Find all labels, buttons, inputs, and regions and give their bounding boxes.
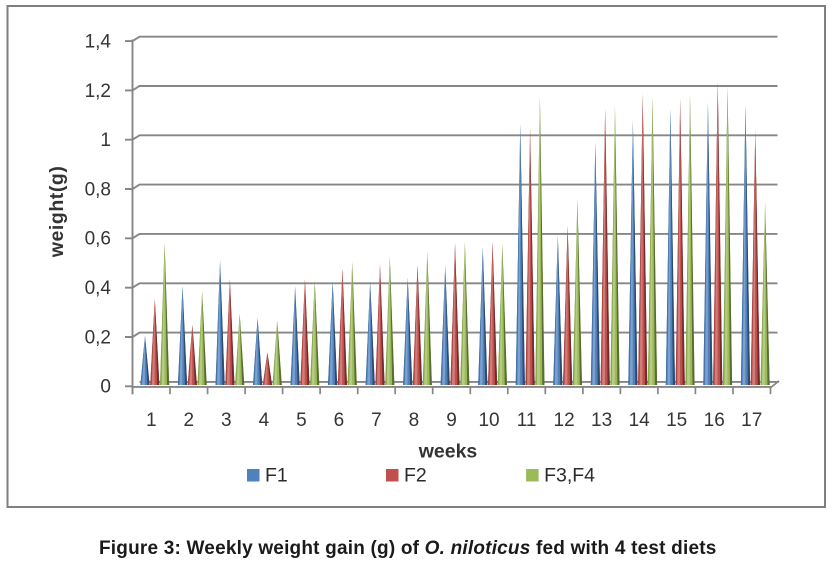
svg-text:weeks: weeks: [418, 440, 478, 462]
svg-text:3: 3: [221, 410, 232, 431]
svg-text:8: 8: [409, 410, 420, 431]
svg-text:15: 15: [666, 410, 687, 431]
svg-text:0,2: 0,2: [85, 327, 111, 348]
svg-text:9: 9: [446, 410, 457, 431]
svg-text:2: 2: [184, 410, 195, 431]
svg-text:14: 14: [629, 410, 651, 431]
svg-text:1,4: 1,4: [85, 31, 112, 52]
svg-text:0,8: 0,8: [85, 179, 111, 200]
svg-text:17: 17: [741, 410, 762, 431]
svg-text:weight(g): weight(g): [46, 166, 68, 259]
svg-text:16: 16: [704, 410, 725, 431]
svg-text:1: 1: [100, 130, 111, 151]
svg-text:10: 10: [478, 410, 499, 431]
svg-text:0,4: 0,4: [85, 278, 112, 299]
svg-text:0: 0: [100, 377, 111, 398]
svg-text:F1: F1: [265, 464, 288, 486]
svg-text:11: 11: [517, 410, 537, 431]
svg-text:6: 6: [334, 410, 345, 431]
svg-text:12: 12: [554, 410, 575, 431]
svg-text:F2: F2: [404, 464, 427, 486]
svg-text:0,6: 0,6: [85, 229, 111, 250]
svg-text:7: 7: [371, 410, 382, 431]
svg-text:5: 5: [296, 410, 307, 431]
svg-text:4: 4: [259, 410, 270, 431]
svg-text:13: 13: [591, 410, 612, 431]
svg-text:F3,F4: F3,F4: [544, 464, 595, 486]
svg-text:1,2: 1,2: [85, 81, 111, 102]
svg-text:1: 1: [146, 410, 157, 431]
